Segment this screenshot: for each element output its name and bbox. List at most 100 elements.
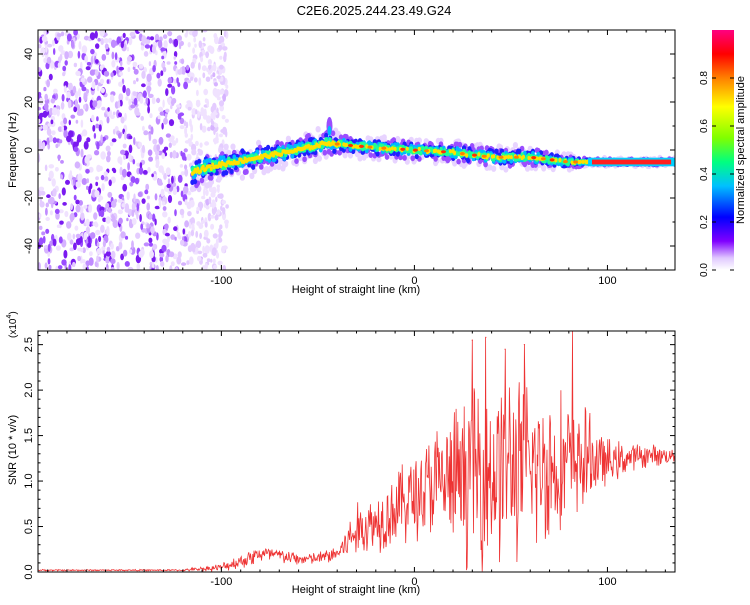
spectrogram-noise-dot [38,106,42,111]
spectrogram-noise-dot [95,181,99,187]
spectrogram-noise-dot [88,204,93,213]
spectrogram-noise-dot [131,209,135,217]
spectrogram-noise-dot [74,161,81,169]
spectrogram-signal-cell [378,146,382,151]
spectrogram-noise-dot [80,212,85,221]
spectrogram-noise-dot [168,119,175,127]
spectrogram-noise-dot [60,31,65,37]
spectrogram-noise-dot [42,235,46,244]
spectrogram-signal-cell [558,158,562,163]
spectrogram-noise-dot [63,85,67,93]
spectrogram-noise-dot [201,220,205,224]
spectrogram-noise-dot [118,241,123,250]
spectrogram-noise-dot [123,154,126,160]
spectrogram-noise-dot [163,117,168,125]
spectrogram-signal-cell [189,185,195,193]
spectrogram-noise-dot [180,58,185,65]
spectrogram-noise-dot [77,255,81,262]
spectrogram-noise-dot [210,74,213,80]
spectrogram-noise-dot [152,138,158,145]
spectrogram-noise-dot [195,140,199,147]
colorbar-gradient [712,30,734,270]
spectrogram-noise-dot [212,258,216,264]
spectrogram-noise-dot [112,111,116,116]
spectrogram-noise-dot [98,165,103,172]
spectrogram-noise-dot [122,249,128,257]
spectrogram-noise-dot [76,134,82,143]
spectrogram-noise-dot [47,243,51,252]
spectrogram-noise-dot [215,132,219,140]
spectrogram-noise-dot [173,38,179,48]
spectrogram-signal-cell [312,157,318,165]
spectrogram-hotspot [400,147,406,151]
spectrogram-noise-dot [148,156,154,162]
spectrogram-noise-dot [181,152,186,161]
spectrogram-signal-cell [306,132,311,139]
spectrogram-noise-dot [131,218,137,225]
spectrogram-noise-dot [94,30,98,39]
spectrogram-noise-dot [141,198,146,204]
spectrogram-noise-dot [45,202,49,208]
spectrogram-noise-dot [110,39,117,48]
spectrogram-noise-dot [163,172,167,180]
spectrogram-noise-dot [171,140,177,146]
spectrogram-noise-dot [146,73,152,83]
spectrogram-signal-cell [388,147,392,152]
spectrogram-noise-dot [57,33,62,38]
spectrogram-noise-dot [164,223,169,230]
spectrogram-noise-dot [211,120,215,126]
spectrogram-signal-cell [578,159,582,164]
spectrogram-noise-dot [69,239,74,245]
spectrogram-noise-dot [139,96,144,104]
spectrogram-noise-dot [107,107,110,112]
spectrogram-noise-dot [171,175,174,184]
spectrogram-noise-dot [75,233,81,239]
spectrogram-noise-dot [66,33,72,42]
spectrogram-signal-cell [487,164,493,171]
spectrogram-signal-cell [244,168,249,175]
spectrogram-noise-dot [129,31,135,37]
spectrogram-signal-cell [494,148,499,154]
spectrogram-signal-cell [492,154,496,159]
spectrogram-noise-dot [89,99,94,109]
spectrogram-noise-dot [222,126,227,135]
spectrogram-signal-cell [477,152,481,157]
spectrogram-noise-dot [126,191,130,201]
spectrogram-signal-cell [570,160,574,165]
spectrogram-noise-dot [160,47,166,52]
spectrogram-noise-dot [78,200,84,206]
spectrogram-noise-dot [166,183,171,189]
spectrogram-noise-dot [176,35,182,41]
spectrogram-hotspot [441,150,446,154]
spectrogram-noise-dot [167,83,173,88]
spectrogram-noise-dot [118,217,123,225]
spectrogram-noise-dot [181,262,187,266]
spectrogram-noise-dot [106,246,111,252]
spectrogram-noise-dot [192,248,196,253]
spectrogram-noise-dot [111,60,116,68]
spectrogram-signal-cell [368,152,374,159]
spectrogram-noise-dot [225,84,229,89]
spectrogram-noise-dot [207,212,212,222]
spectrogram-noise-dot [202,245,206,254]
spectrogram-noise-dot [136,263,141,270]
spectrogram-noise-dot [90,48,95,55]
spectrogram-noise-dot [75,199,80,205]
spectrogram-noise-dot [101,183,105,192]
spectrogram-noise-dot [44,93,48,101]
spectrogram-noise-dot [166,61,171,65]
snr-x-tick-label: -100 [210,576,232,588]
spectrogram-noise-dot [93,132,97,139]
spectrogram-noise-dot [69,247,75,252]
spectrogram-noise-dot [57,62,61,68]
spectrogram-noise-dot [73,146,79,152]
spectrogram-signal-cell [410,155,416,162]
spectrogram-noise-dot [219,224,223,230]
spectrogram-noise-dot [197,250,203,255]
spectrogram-signal-cell [347,152,354,159]
spectrogram-noise-dot [198,40,203,49]
spectrogram-noise-dot [39,112,45,118]
spectrogram-noise-dot [199,205,203,212]
spectrogram-noise-dot [118,93,124,102]
spectrogram-noise-dot [216,96,221,101]
